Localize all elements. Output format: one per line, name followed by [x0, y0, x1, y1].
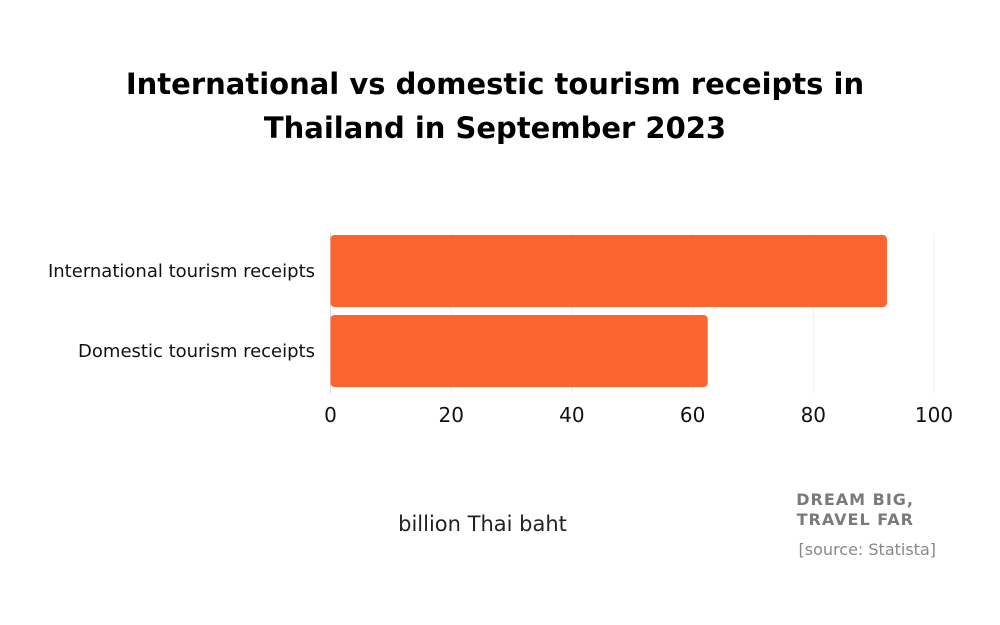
x-tick-label: 80 — [801, 403, 826, 427]
x-axis-label: billion Thai baht — [398, 512, 567, 536]
source-note: [source: Statista] — [798, 540, 936, 559]
x-tick-label: 40 — [559, 403, 584, 427]
bar — [330, 235, 887, 307]
x-tick-label: 20 — [438, 403, 463, 427]
chart-title: International vs domestic tourism receip… — [125, 67, 865, 145]
y-category-label: International tourism receipts — [48, 261, 315, 282]
x-tick-label: 0 — [324, 403, 337, 427]
x-tick-label: 60 — [680, 403, 705, 427]
y-category-label: Domestic tourism receipts — [78, 341, 315, 362]
brand-line-2: TRAVEL FAR — [796, 510, 914, 529]
x-tick-label: 100 — [915, 403, 953, 427]
brand-logo: DREAM BIG, TRAVEL FAR — [796, 490, 914, 530]
brand-line-1: DREAM BIG, — [796, 490, 914, 509]
bar — [330, 315, 708, 387]
